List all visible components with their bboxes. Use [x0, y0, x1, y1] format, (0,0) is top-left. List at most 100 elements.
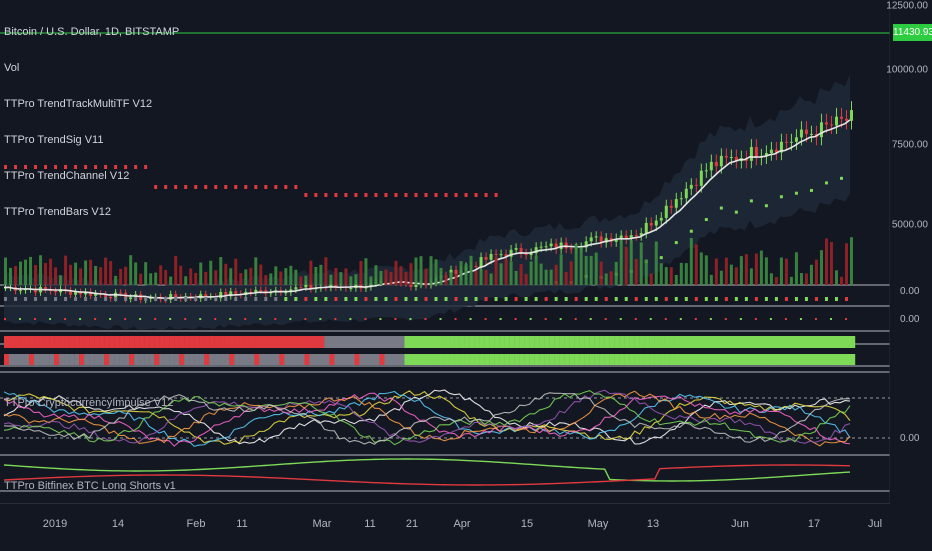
signal-marker — [624, 297, 628, 301]
volume-bar — [204, 271, 208, 285]
trend-bar-cell — [574, 336, 580, 348]
signal-marker — [694, 297, 698, 301]
candle-body — [484, 257, 488, 260]
volume-bar — [179, 265, 183, 285]
indicator-legend-vol[interactable]: Vol — [4, 62, 20, 74]
trend-bar-cell — [154, 354, 160, 365]
trend-bar-cell — [774, 336, 781, 348]
signal-dot — [139, 318, 142, 320]
price-axis[interactable]: 12500.00 10000.00 7500.00 5000.00 — [886, 0, 932, 520]
trend-bar-cell — [814, 336, 821, 348]
signal-dot — [769, 318, 772, 320]
trend-bar-cell — [279, 336, 285, 348]
candle-body — [34, 288, 38, 293]
volume-bar — [379, 270, 383, 285]
signal-dot — [184, 318, 187, 320]
trend-bar-cell — [84, 354, 90, 365]
candle-body — [719, 155, 723, 167]
trend-bar-cell — [89, 336, 95, 348]
signal-marker — [444, 297, 448, 301]
trend-bar-cell — [404, 354, 410, 365]
time-axis[interactable]: 2019 14 Feb 11 Mar 11 21 Apr 15 May 13 J… — [0, 503, 890, 551]
trend-sig-dot — [34, 165, 38, 169]
trend-bar-cell — [814, 354, 821, 365]
trend-bar-cell — [184, 336, 190, 348]
trend-bar-cell — [644, 336, 650, 348]
volume-bar — [519, 264, 523, 285]
impulse-series-line — [3, 390, 851, 447]
chart-canvas[interactable] — [0, 0, 890, 503]
trend-bar-cell — [74, 354, 80, 365]
candle-body — [269, 292, 273, 294]
indicator-legend-trendtrack[interactable]: TTPro TrendTrackMultiTF V12 — [4, 98, 153, 110]
trend-bar-cell — [269, 354, 275, 365]
trend-bar-cell — [299, 354, 305, 365]
longshort-pane-label[interactable]: TTPro Bitfinex BTC Long Shorts v1 — [4, 480, 176, 492]
trend-bar-cell — [644, 354, 650, 365]
trend-sig-dot — [324, 193, 328, 197]
volume-bar — [169, 276, 173, 285]
trend-bar-cell — [699, 336, 706, 348]
signal-marker — [534, 297, 538, 301]
candle-body — [454, 269, 458, 276]
trend-bar-cell — [79, 336, 85, 348]
trend-bar-cell — [524, 354, 530, 365]
trend-bar-cell — [679, 336, 685, 348]
trend-bar-cell — [249, 354, 255, 365]
signal-marker — [354, 297, 358, 301]
volume-bar — [704, 255, 708, 285]
trend-bar-cell — [534, 354, 540, 365]
volume-bar — [549, 269, 553, 285]
volume-bar — [174, 255, 178, 285]
indicator-legend-trendsig[interactable]: TTPro TrendSig V11 — [4, 134, 104, 146]
trend-bar-cell — [264, 354, 270, 365]
trend-bar-cell — [329, 354, 335, 365]
candle-body — [129, 297, 133, 300]
signal-marker — [204, 297, 208, 301]
volume-bar — [734, 267, 738, 285]
volume-bar — [764, 257, 768, 285]
candle-body — [709, 161, 713, 171]
signal-dot — [319, 318, 322, 320]
signal-marker — [304, 297, 308, 301]
volume-bar — [534, 255, 538, 285]
signal-marker — [164, 297, 168, 301]
symbol-legend[interactable]: Bitcoin / U.S. Dollar, 1D, BITSTAMP — [4, 26, 180, 38]
trend-sig-dot — [74, 165, 78, 169]
trend-bar-cell — [824, 336, 831, 348]
impulse-pane-label[interactable]: TTPro CryptocurrencyImpulse V12 — [4, 397, 174, 409]
signal-marker — [294, 297, 298, 301]
signal-marker — [54, 297, 58, 301]
candle-body — [69, 290, 73, 295]
trend-bar-cell — [334, 336, 340, 348]
candle-body — [850, 110, 853, 121]
trend-bar-cell — [659, 336, 665, 348]
trend-bar-cell — [474, 336, 480, 348]
trend-bar-cell — [244, 354, 250, 365]
trend-bar-cell — [674, 336, 680, 348]
candle-body — [234, 291, 238, 294]
indicator-legend-trendbars[interactable]: TTPro TrendBars V12 — [4, 206, 111, 218]
trend-bar-cell — [459, 354, 465, 365]
trend-bar-cell — [14, 354, 20, 365]
indicator-legend-trendchannel[interactable]: TTPro TrendChannel V12 — [4, 170, 130, 182]
trend-bar-cell — [109, 336, 115, 348]
trend-bar-cell — [639, 336, 645, 348]
trend-bar-cell — [834, 354, 841, 365]
impulse-series-line — [3, 392, 851, 445]
trend-bar-cell — [564, 354, 570, 365]
trend-bar-cell — [654, 336, 660, 348]
time-tick: 14 — [111, 518, 125, 530]
signal-marker — [504, 297, 508, 301]
volume-bar — [339, 272, 343, 285]
trend-bar-cell — [394, 336, 400, 348]
trend-bar-cell — [739, 336, 746, 348]
trend-bar-cell — [29, 354, 35, 365]
trend-bar-cell — [239, 336, 245, 348]
signal-dot — [64, 318, 67, 320]
trend-bar-cell — [9, 336, 15, 348]
time-tick: May — [587, 518, 609, 530]
candle-body — [309, 284, 313, 290]
volume-bar — [424, 268, 428, 285]
